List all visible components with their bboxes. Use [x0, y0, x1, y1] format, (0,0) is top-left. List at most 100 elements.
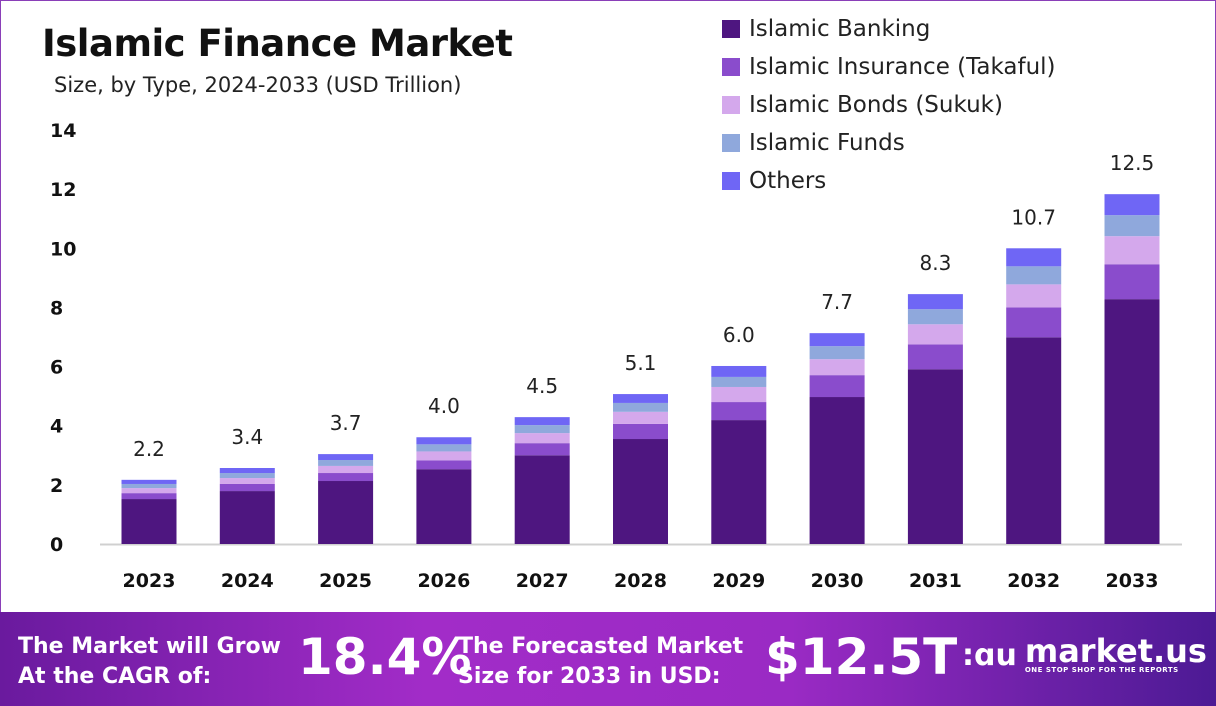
- bar-segment: [514, 455, 570, 544]
- legend: Islamic Banking Islamic Insurance (Takafu…: [722, 10, 1056, 200]
- bar-segment: [121, 493, 177, 500]
- forecast-label-line2: Size for 2033 in USD:: [458, 664, 721, 689]
- y-tick-label: 12: [50, 179, 76, 201]
- bar-total-label: 8.3: [919, 251, 951, 275]
- x-tick-label: 2033: [1106, 570, 1159, 592]
- bar-total-label: 4.5: [526, 374, 558, 398]
- bar-segment: [1104, 215, 1160, 237]
- x-tick-label: 2031: [909, 570, 962, 592]
- y-tick-label: 0: [50, 534, 63, 556]
- bar-total-label: 3.4: [231, 425, 263, 449]
- chart-title: Islamic Finance Market: [42, 22, 513, 65]
- bar-segment: [613, 439, 668, 544]
- bar-segment: [318, 481, 374, 544]
- bar-segment: [613, 402, 668, 412]
- bar-segment: [1006, 284, 1062, 308]
- legend-label: Others: [749, 168, 827, 194]
- bar-total-label: 5.1: [625, 351, 657, 375]
- bar-segment: [809, 346, 865, 360]
- bar-segment: [1104, 264, 1160, 300]
- legend-item: Islamic Bonds (Sukuk): [722, 86, 1056, 124]
- bar-total-label: 7.7: [821, 290, 853, 314]
- bar-segment: [1006, 266, 1062, 285]
- bar-segment: [613, 423, 668, 440]
- bar-total-label: 12.5: [1110, 151, 1155, 175]
- bar-total-label: 10.7: [1011, 205, 1056, 229]
- x-tick-label: 2028: [614, 570, 667, 592]
- bar-total-label: 4.0: [428, 394, 460, 418]
- cagr-value: 18.4%: [298, 628, 472, 686]
- x-tick-label: 2030: [811, 570, 864, 592]
- bar-segment: [318, 473, 374, 482]
- y-tick-label: 10: [50, 238, 76, 260]
- bar-segment: [1104, 236, 1160, 265]
- bar-segment: [711, 365, 767, 377]
- forecast-label: The Forecasted Market Size for 2033 in U…: [458, 632, 743, 692]
- bar-segment: [219, 478, 275, 484]
- legend-item: Islamic Funds: [722, 124, 1056, 162]
- y-tick-label: 8: [50, 297, 63, 319]
- bar-segment: [907, 369, 963, 544]
- bar-segment: [318, 454, 374, 461]
- legend-swatch: [722, 20, 740, 38]
- bar-segment: [514, 425, 570, 434]
- cagr-label: The Market will Grow At the CAGR of:: [18, 632, 281, 692]
- y-tick-label: 4: [50, 416, 63, 438]
- bar-segment: [809, 333, 865, 347]
- bar-segment: [318, 465, 374, 474]
- cagr-label-line2: At the CAGR of:: [18, 664, 212, 689]
- y-tick-label: 2: [50, 475, 63, 497]
- footer-banner: The Market will Grow At the CAGR of: 18.…: [0, 612, 1216, 706]
- cagr-label-line1: The Market will Grow: [18, 634, 281, 659]
- x-tick-label: 2027: [516, 570, 569, 592]
- bar-segment: [907, 309, 963, 325]
- y-tick-label: 14: [50, 120, 76, 142]
- bar-total-label: 6.0: [723, 323, 755, 347]
- bar-total-label: 2.2: [133, 437, 165, 461]
- legend-item: Others: [722, 162, 1056, 200]
- x-tick-label: 2024: [221, 570, 274, 592]
- forecast-value: $12.5T: [765, 628, 958, 686]
- legend-swatch: [722, 172, 740, 190]
- bar-segment: [219, 468, 275, 474]
- bar-segment: [121, 483, 177, 489]
- x-tick-label: 2029: [712, 570, 765, 592]
- x-tick-label: 2032: [1007, 570, 1060, 592]
- legend-item: Islamic Insurance (Takaful): [722, 48, 1056, 86]
- bar-segment: [121, 488, 177, 494]
- y-tick-label: 6: [50, 357, 63, 379]
- bar-segment: [121, 479, 177, 484]
- bar-segment: [613, 394, 668, 403]
- legend-swatch: [722, 96, 740, 114]
- bar-segment: [416, 444, 472, 452]
- x-tick-label: 2025: [319, 570, 372, 592]
- bar-segment: [711, 386, 767, 403]
- bar-segment: [1104, 194, 1160, 216]
- bar-segment: [809, 375, 865, 398]
- bar-total-label: 3.7: [330, 411, 362, 435]
- bar-segment: [907, 344, 963, 370]
- chart-subtitle: Size, by Type, 2024-2033 (USD Trillion): [54, 73, 462, 97]
- bar-segment: [219, 483, 275, 492]
- bar-segment: [416, 437, 472, 445]
- bar-segment: [809, 359, 865, 376]
- stacked-bar-chart: 0 2 4 6 8 10 12 14 2.2 2023 3.4 2024 3.7 2025 4.0 2026 4…: [50, 120, 1182, 592]
- bar-segment: [416, 451, 472, 461]
- legend-label: Islamic Funds: [749, 130, 905, 156]
- brand-logo: :ɑu market.us ONE STOP SHOP FOR THE REPO…: [962, 635, 1207, 674]
- bar-segment: [613, 411, 668, 424]
- bar-segment: [219, 473, 275, 479]
- legend-item: Islamic Banking: [722, 10, 1056, 48]
- legend-swatch: [722, 58, 740, 76]
- bar-segment: [711, 420, 767, 544]
- bar-segment: [514, 417, 570, 426]
- bar-segment: [907, 294, 963, 310]
- bar-segment: [514, 443, 570, 456]
- bar-segment: [711, 376, 767, 387]
- forecast-label-line1: The Forecasted Market: [458, 634, 744, 659]
- bar-segment: [416, 460, 472, 470]
- x-tick-label: 2023: [123, 570, 176, 592]
- bar-segment: [121, 499, 177, 544]
- legend-swatch: [722, 134, 740, 152]
- bar-segment: [318, 460, 374, 466]
